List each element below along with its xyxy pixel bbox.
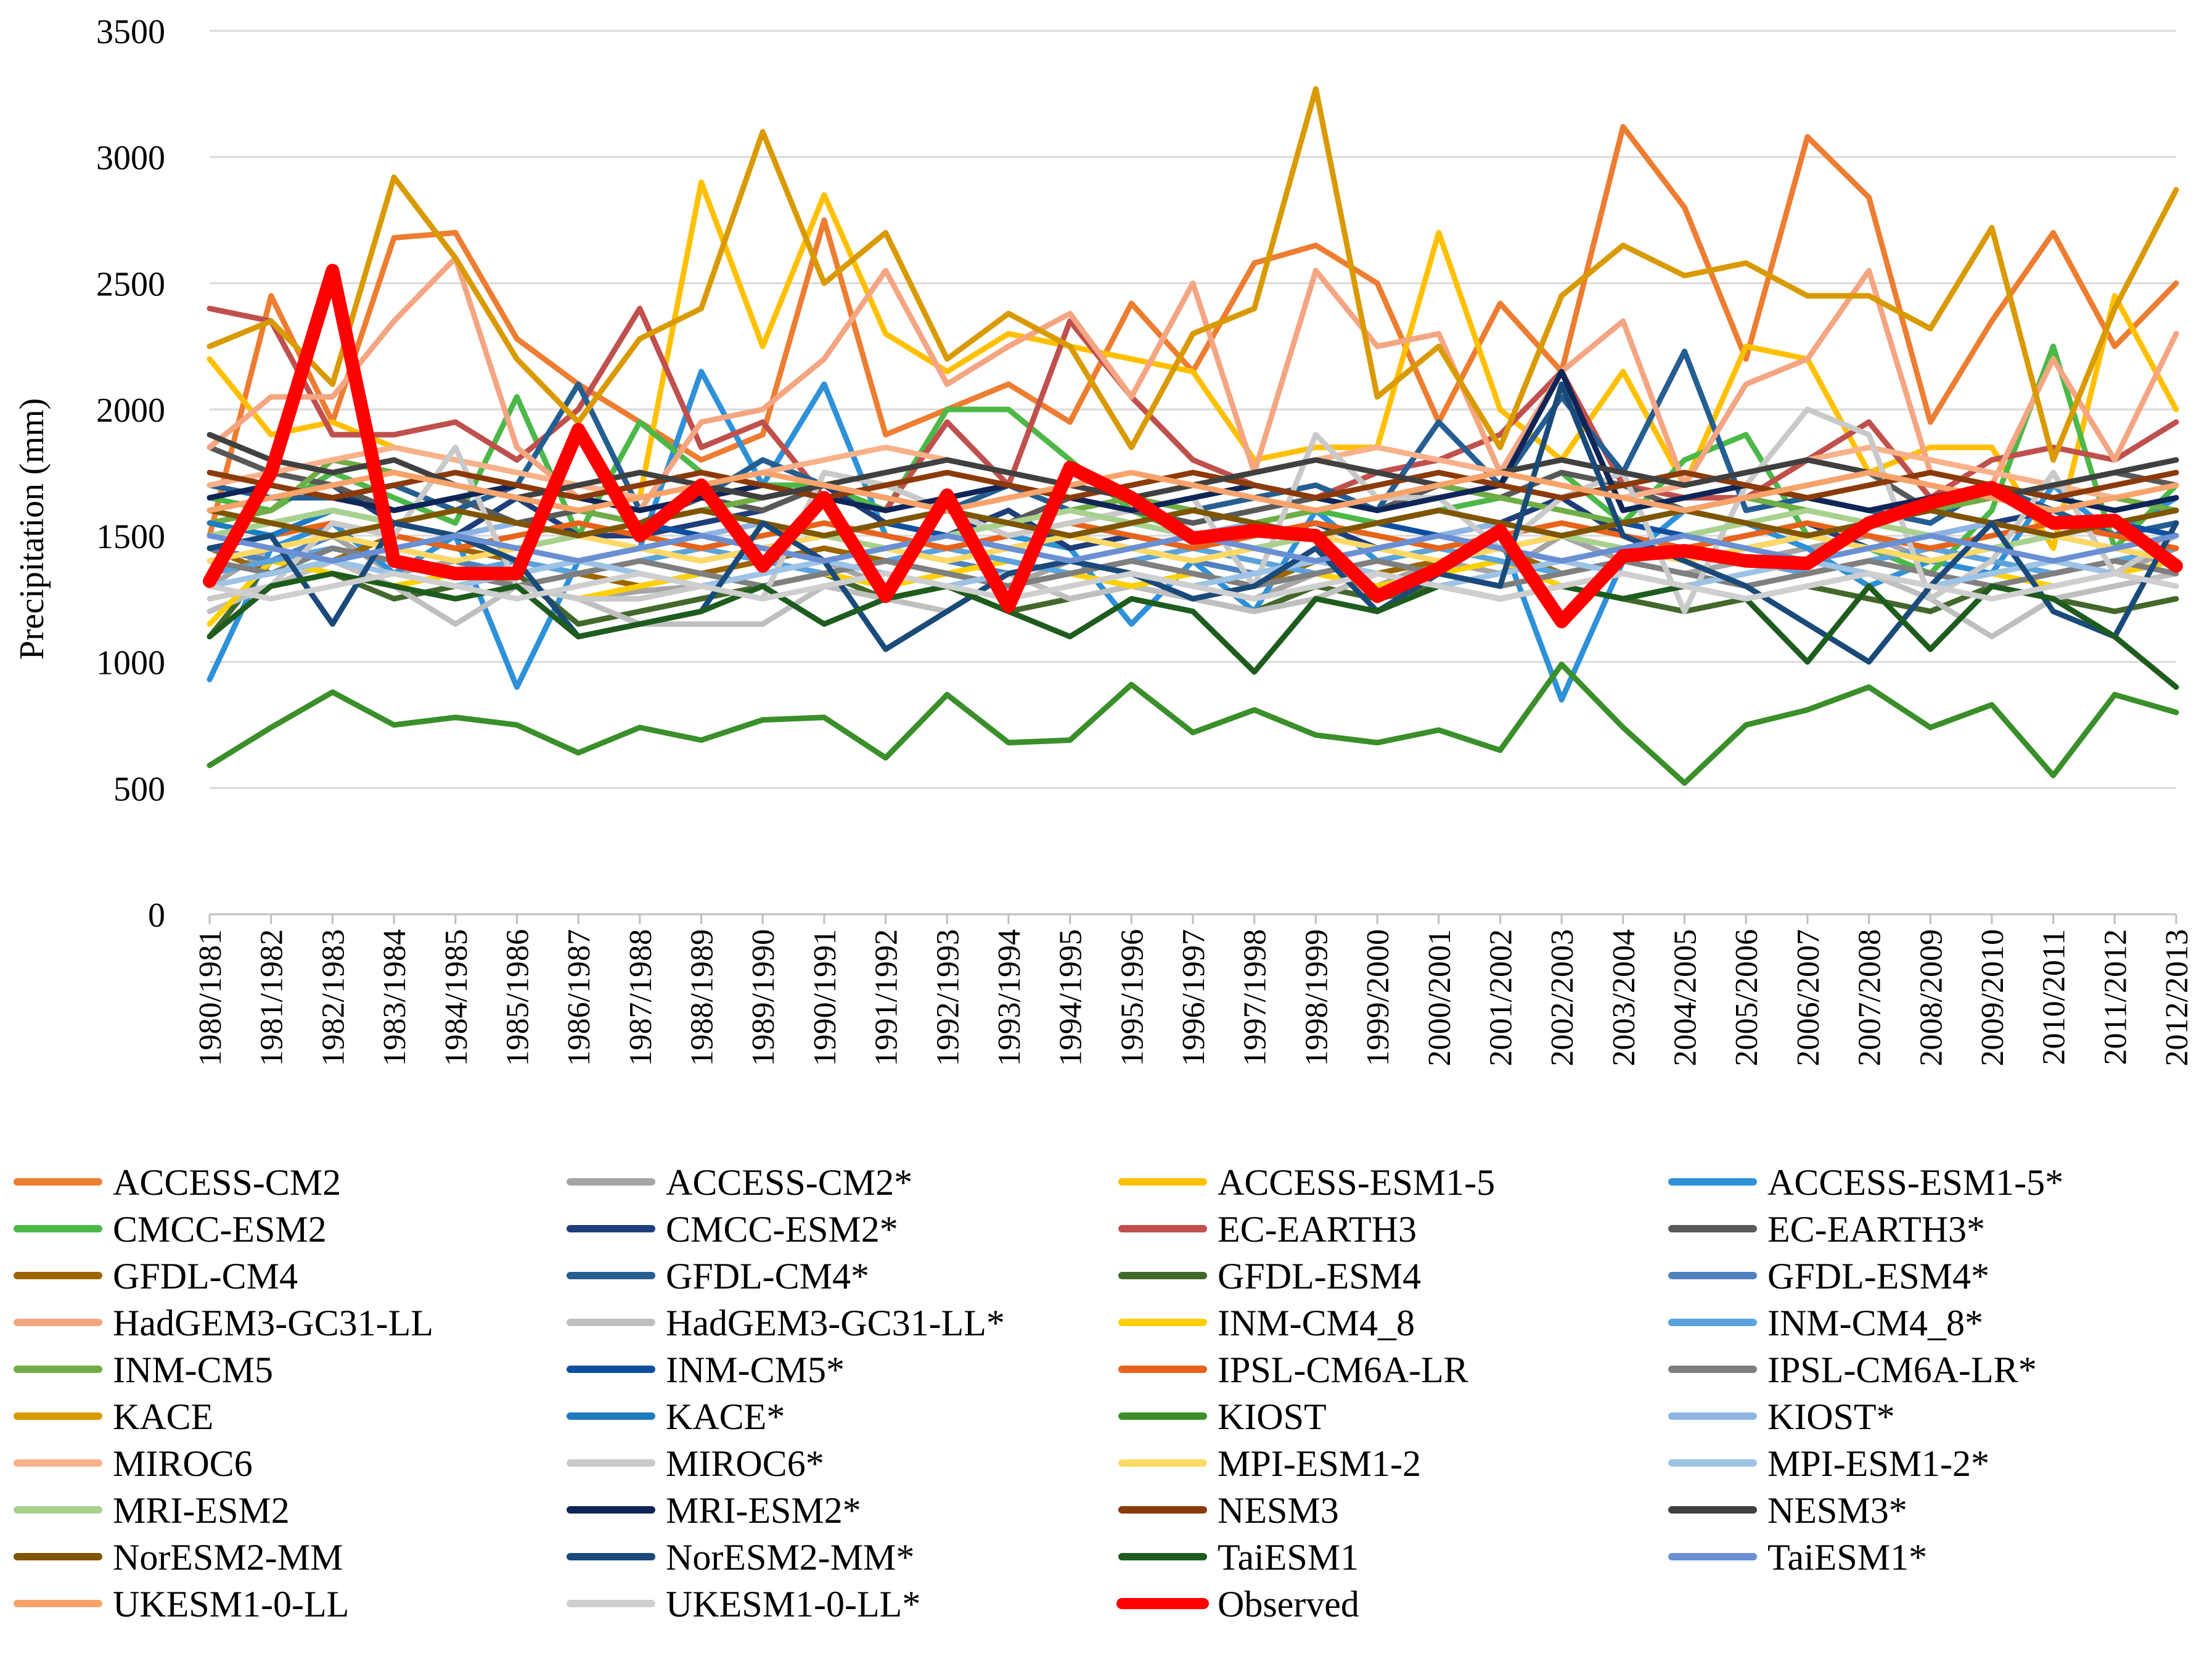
legend-label: HadGEM3-GC31-LL* <box>666 1303 1005 1343</box>
x-tick-label: 1985/1986 <box>500 929 535 1066</box>
legend-label: MRI-ESM2 <box>113 1490 290 1531</box>
x-tick-label: 2012/2013 <box>2160 929 2195 1066</box>
legend-label: KACE* <box>666 1396 785 1437</box>
series-line-hadgem3-gc31-ll <box>207 255 2179 514</box>
legend-label: MPI-ESM1-2* <box>1767 1443 1989 1484</box>
legend-label: ACCESS-CM2* <box>666 1162 912 1203</box>
x-tick-label: 2001/2002 <box>1483 929 1518 1066</box>
x-tick-label: 1999/2000 <box>1361 929 1396 1066</box>
y-tick-label: 3000 <box>96 139 165 178</box>
legend-label: ACCESS-ESM1-5 <box>1218 1162 1495 1203</box>
legend-label: CMCC-ESM2 <box>113 1209 327 1250</box>
x-tick-label: 2011/2012 <box>2098 929 2133 1065</box>
x-tick-label: 1990/1991 <box>808 929 843 1066</box>
legend-label: MIROC6* <box>666 1443 824 1484</box>
series-line-ec-earth3 <box>207 305 2179 514</box>
legend-label: MIROC6 <box>113 1443 253 1484</box>
legend-label: UKESM1-0-LL* <box>666 1584 920 1625</box>
legend-label: KIOST* <box>1767 1396 1895 1437</box>
y-axis-label: Precipitation (mm) <box>13 398 51 660</box>
legend-label: GFDL-ESM4* <box>1767 1256 1989 1297</box>
x-tick-label: 2002/2003 <box>1545 929 1580 1066</box>
y-tick-label: 3500 <box>96 13 165 51</box>
x-tick-label: 1981/1982 <box>255 929 290 1066</box>
x-tick-label: 2005/2006 <box>1729 929 1764 1066</box>
x-tick-label: 2008/2009 <box>1914 929 1949 1066</box>
x-tick-label: 1994/1995 <box>1054 929 1089 1066</box>
legend-label: INM-CM4_8* <box>1767 1303 1983 1343</box>
series-line-nesm3 <box>207 470 2179 501</box>
x-tick-label: 2010/2011 <box>2037 929 2072 1065</box>
x-tick-label: 1991/1992 <box>869 929 904 1066</box>
x-tick-label: 1997/1998 <box>1238 929 1273 1066</box>
x-tick-label: 1982/1983 <box>316 929 351 1066</box>
legend-label: Observed <box>1218 1584 1359 1625</box>
legend-label: NESM3* <box>1767 1490 1907 1531</box>
legend-label: EC-EARTH3 <box>1218 1209 1417 1250</box>
legend-label: KIOST <box>1218 1396 1327 1437</box>
x-tick-label: 1980/1981 <box>193 929 228 1066</box>
legend-label: INM-CM5* <box>666 1350 845 1390</box>
x-tick-label: 1998/1999 <box>1299 929 1334 1066</box>
legend-label: NorESM2-MM <box>113 1537 343 1578</box>
x-tick-label: 2006/2007 <box>1791 929 1826 1066</box>
series-line-noresm2-mm- <box>207 381 2179 665</box>
legend-label: ACCESS-ESM1-5* <box>1767 1162 2063 1203</box>
legend-label: CMCC-ESM2* <box>666 1209 898 1250</box>
y-tick-label: 1000 <box>96 644 165 682</box>
legend-label: KACE <box>113 1396 213 1437</box>
y-tick-label: 2000 <box>96 391 165 430</box>
series-line-ukesm1-0-ll <box>207 470 2179 514</box>
series-line-ukesm1-0-ll- <box>207 570 2179 602</box>
x-tick-label: 2004/2005 <box>1668 929 1703 1066</box>
x-tick-label: 1983/1984 <box>377 929 412 1066</box>
x-tick-label: 1995/1996 <box>1115 929 1150 1066</box>
legend-label: MRI-ESM2* <box>666 1490 861 1531</box>
x-tick-label: 1992/1993 <box>930 929 965 1066</box>
legend-label: NESM3 <box>1218 1490 1339 1531</box>
legend: ACCESS-CM2 ACCESS-CM2* ACCESS-ESM1-5 ACCESS… <box>14 1162 2063 1625</box>
y-tick-label: 2500 <box>96 265 165 303</box>
legend-label: GFDL-CM4* <box>666 1256 869 1297</box>
x-tick-label: 1986/1987 <box>562 929 597 1066</box>
x-tick-label: 1988/1989 <box>685 929 720 1066</box>
x-axis-ticks: 1980/1981 1981/1982 1982/1983 1983/1984 1984… <box>193 914 2195 1066</box>
legend-label: UKESM1-0-LL <box>113 1584 349 1625</box>
series-line-observed <box>203 264 2183 629</box>
legend-label: IPSL-CM6A-LR* <box>1767 1350 2037 1390</box>
legend-label: EC-EARTH3* <box>1767 1209 1985 1250</box>
series-lines <box>203 86 2183 786</box>
legend-label: TaiESM1 <box>1218 1537 1359 1578</box>
y-tick-label: 0 <box>148 896 165 935</box>
legend-label: INM-CM4_8 <box>1218 1303 1415 1343</box>
legend-label: TaiESM1* <box>1767 1537 1927 1578</box>
series-line-taiesm1 <box>207 570 2179 690</box>
legend-label: HadGEM3-GC31-LL <box>113 1303 433 1343</box>
x-tick-label: 1984/1985 <box>439 929 474 1066</box>
x-tick-label: 1993/1994 <box>992 929 1027 1066</box>
x-tick-label: 1989/1990 <box>746 929 781 1066</box>
y-tick-label: 500 <box>113 770 165 808</box>
legend-label: GFDL-CM4 <box>113 1256 298 1297</box>
legend-label: ACCESS-CM2 <box>113 1162 341 1203</box>
legend-label: IPSL-CM6A-LR <box>1218 1350 1468 1390</box>
x-tick-label: 1996/1997 <box>1176 929 1211 1066</box>
series-line-kace <box>207 86 2179 463</box>
legend-label: GFDL-ESM4 <box>1218 1256 1421 1297</box>
x-tick-label: 2000/2001 <box>1422 929 1457 1066</box>
legend-label: NorESM2-MM* <box>666 1537 914 1578</box>
x-tick-label: 2007/2008 <box>1853 929 1888 1066</box>
legend-label: MPI-ESM1-2 <box>1218 1443 1421 1484</box>
y-tick-label: 1500 <box>96 518 165 556</box>
x-tick-label: 2009/2010 <box>1975 929 2010 1066</box>
series-line-kiost <box>207 662 2179 786</box>
legend-label: INM-CM5 <box>113 1350 273 1390</box>
y-axis-ticks: 0 500 1000 1500 2000 2500 3000 3500 <box>96 13 165 935</box>
x-tick-label: 2003/2004 <box>1607 929 1642 1066</box>
x-tick-label: 1987/1988 <box>623 929 658 1066</box>
